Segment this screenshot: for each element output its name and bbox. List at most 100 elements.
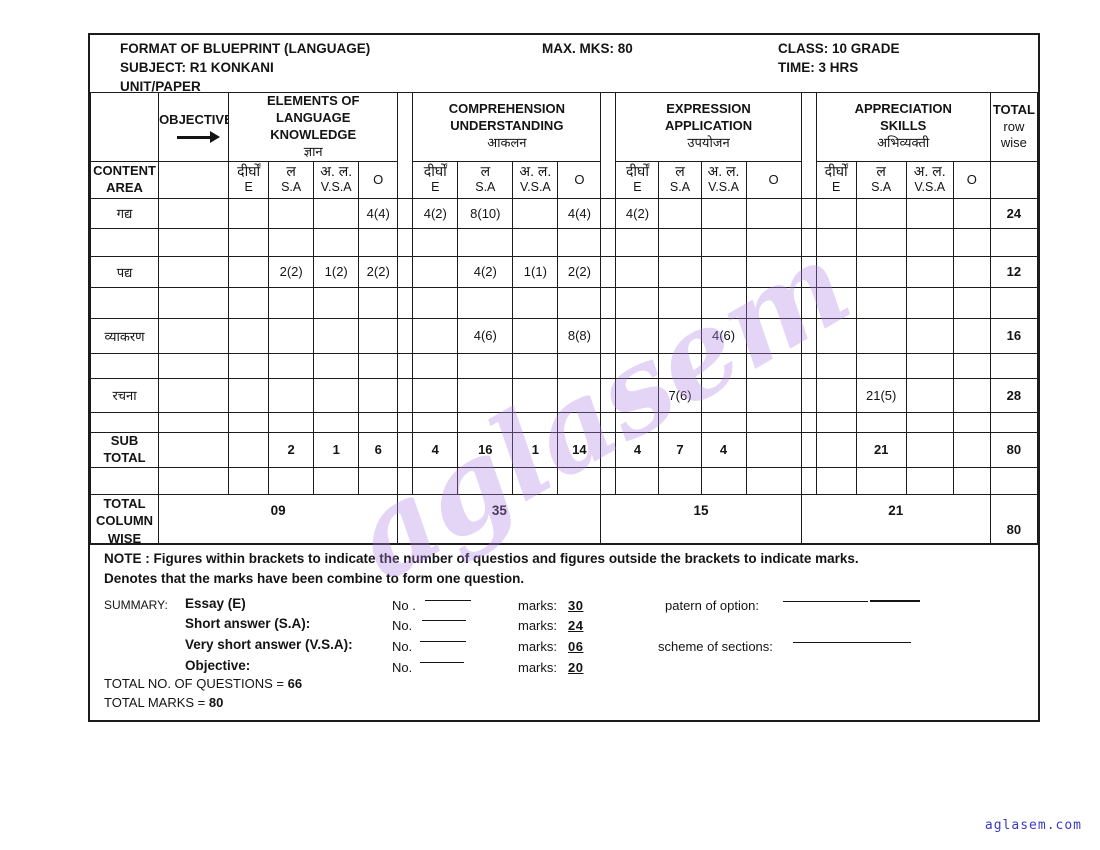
subcol-sa: ल S.A xyxy=(457,160,514,199)
no-label: No. xyxy=(392,618,413,633)
empty-cell xyxy=(228,352,270,379)
marks-value: 24 xyxy=(568,618,584,633)
cell-value xyxy=(512,197,559,229)
total-row-wise-header: TOTAL row wise xyxy=(989,92,1039,162)
empty-cell xyxy=(158,160,230,199)
group-header-appreciation: APPRECIATION SKILLS अभिव्यक्ती xyxy=(815,92,991,162)
cell-value: 1(2) xyxy=(313,255,360,288)
note-line2: Denotes that the marks have been combine… xyxy=(104,571,525,586)
group-header-expression: EXPRESSION APPLICATION उपयोजन xyxy=(615,92,802,162)
empty-cell xyxy=(989,352,1039,379)
group-header-row: OBJECTIVES ELEMENTS OF LANGUAGE KNOWLEDG… xyxy=(89,92,1039,199)
cell-value xyxy=(615,377,660,413)
empty-cell xyxy=(158,466,230,495)
content-row-rachana: रचना 7(6) 21(5) xyxy=(89,377,1039,413)
unit-paper-label: UNIT/PAPER xyxy=(120,79,201,94)
empty-cell xyxy=(313,466,360,495)
empty-cell xyxy=(615,411,660,433)
spacer-cell xyxy=(397,255,414,288)
spacer-cell xyxy=(397,92,414,199)
group-line2: KNOWLEDGE xyxy=(270,126,357,142)
empty-cell xyxy=(158,377,230,413)
subtotal-value: 21 xyxy=(855,431,907,468)
spacer-cell xyxy=(397,377,414,413)
empty-cell xyxy=(412,352,459,379)
cell-value xyxy=(905,197,954,229)
no-label: No . xyxy=(392,598,416,613)
subtotal-value: 14 xyxy=(557,431,602,468)
empty-cell xyxy=(557,466,602,495)
cell-value xyxy=(313,317,360,354)
content-row-vyakaran: व्याकरण 4(6) 8(8) 4(6) xyxy=(89,317,1039,354)
empty-cell xyxy=(700,286,747,319)
spacer-cell xyxy=(800,377,817,413)
content-row-padya: पद्य 2(2) 1(2) 2(2) 4(2) 1(1) 2(2) xyxy=(89,255,1039,288)
empty-cell xyxy=(397,352,414,379)
cell-value: 21(5) xyxy=(855,377,907,413)
empty-cell xyxy=(89,352,160,379)
cell-value: 4(2) xyxy=(457,255,514,288)
subtotal-value: 2 xyxy=(268,431,315,468)
empty-cell xyxy=(457,227,514,257)
spacer-row xyxy=(89,227,1039,257)
subtotal-value: 6 xyxy=(358,431,399,468)
empty-cell xyxy=(989,160,1039,199)
pattern-of-option-label: patern of option: xyxy=(665,598,759,613)
empty-cell xyxy=(658,227,702,257)
empty-cell xyxy=(658,286,702,319)
subtotal-value: 4 xyxy=(615,431,660,468)
group-hindi: आकलन xyxy=(487,135,527,151)
empty-cell xyxy=(457,352,514,379)
summary-item-essay: Essay (E) xyxy=(185,596,246,611)
cell-value: 4(4) xyxy=(557,197,602,229)
cell-value: 4(6) xyxy=(457,317,514,354)
time-label: TIME: 3 HRS xyxy=(778,60,859,75)
empty-cell xyxy=(397,286,414,319)
row-total: 16 xyxy=(989,317,1039,354)
aglasem-site-link[interactable]: aglasem.com xyxy=(984,818,1082,833)
empty-cell xyxy=(358,352,399,379)
spacer-cell xyxy=(600,317,617,354)
subtotal-value: 4 xyxy=(700,431,747,468)
row-total: 12 xyxy=(989,255,1039,288)
total-questions-value: 66 xyxy=(287,676,303,691)
empty-cell xyxy=(268,227,315,257)
group-line1: EXPRESSION xyxy=(666,101,751,117)
cell-value: 4(4) xyxy=(358,197,399,229)
blank-line xyxy=(783,590,868,602)
total-col-line2: row xyxy=(1003,118,1025,134)
empty-cell xyxy=(158,431,230,468)
content-row-gadya: गद्य 4(4) 4(2) 8(10) 4(4) 4(2) xyxy=(89,197,1039,229)
group-line1: ELEMENTS OF LANGUAGE xyxy=(266,93,360,125)
empty-cell xyxy=(268,466,315,495)
empty-cell xyxy=(952,411,991,433)
group-line1: COMPREHENSION xyxy=(448,101,565,117)
empty-cell xyxy=(855,466,907,495)
cell-value xyxy=(268,197,315,229)
total-questions-line: TOTAL NO. OF QUESTIONS = 66 xyxy=(104,676,303,691)
empty-cell xyxy=(989,411,1039,433)
empty-cell xyxy=(268,352,315,379)
cell-value xyxy=(952,317,991,354)
subtotal-value: 1 xyxy=(313,431,360,468)
spacer-cell xyxy=(800,431,817,468)
cell-value xyxy=(228,255,270,288)
scheme-of-sections-label: scheme of sections: xyxy=(658,639,773,654)
empty-cell xyxy=(615,352,660,379)
empty-cell xyxy=(989,227,1039,257)
empty-cell xyxy=(557,227,602,257)
empty-cell xyxy=(457,411,514,433)
subtotal-value xyxy=(905,431,954,468)
empty-cell xyxy=(905,286,954,319)
subcol-vsa: अ. ल. V.S.A xyxy=(700,160,747,199)
group-hindi: उपयोजन xyxy=(687,135,730,151)
spacer-cell xyxy=(600,377,617,413)
spacer-cell xyxy=(397,197,414,229)
cell-value xyxy=(745,377,802,413)
cell-value xyxy=(905,255,954,288)
class-label: CLASS: 10 GRADE xyxy=(778,41,900,56)
cell-value xyxy=(745,255,802,288)
empty-cell xyxy=(855,227,907,257)
blank-line xyxy=(793,631,911,643)
